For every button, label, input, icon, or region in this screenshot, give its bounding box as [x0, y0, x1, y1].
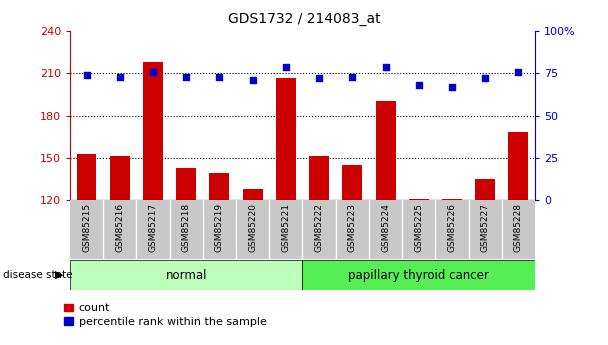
Bar	[209, 173, 229, 200]
Text: GSM85223: GSM85223	[348, 203, 357, 252]
Point	[447, 84, 457, 90]
Bar	[243, 189, 263, 200]
Point	[414, 82, 424, 88]
Point	[281, 64, 291, 69]
Bar	[309, 156, 329, 200]
Text: GSM85217: GSM85217	[148, 203, 157, 252]
Text: GSM85216: GSM85216	[116, 203, 124, 252]
Bar	[276, 78, 296, 200]
Bar	[176, 168, 196, 200]
Point	[480, 76, 490, 81]
Bar	[77, 154, 97, 200]
Bar	[442, 199, 462, 200]
Point	[347, 74, 357, 79]
Text: GDS1732 / 214083_at: GDS1732 / 214083_at	[227, 12, 381, 26]
Bar	[342, 165, 362, 200]
Text: normal: normal	[165, 269, 207, 282]
Point	[314, 76, 324, 81]
Point	[148, 69, 158, 75]
Bar	[143, 62, 163, 200]
Bar	[409, 199, 429, 200]
Bar	[302, 260, 535, 290]
Text: GSM85219: GSM85219	[215, 203, 224, 252]
Text: GSM85225: GSM85225	[414, 203, 423, 252]
Point	[381, 64, 390, 69]
Text: GSM85222: GSM85222	[314, 203, 323, 252]
Text: GSM85227: GSM85227	[481, 203, 489, 252]
Text: disease state: disease state	[3, 270, 72, 280]
Point	[115, 74, 125, 79]
Text: GSM85226: GSM85226	[447, 203, 457, 252]
Text: GSM85228: GSM85228	[514, 203, 523, 252]
Text: GSM85215: GSM85215	[82, 203, 91, 252]
Text: papillary thyroid cancer: papillary thyroid cancer	[348, 269, 489, 282]
Point	[81, 72, 91, 78]
Text: GSM85220: GSM85220	[248, 203, 257, 252]
Bar	[508, 132, 528, 200]
Bar	[475, 179, 495, 200]
Legend: count, percentile rank within the sample: count, percentile rank within the sample	[63, 302, 268, 328]
Point	[181, 74, 191, 79]
Text: GSM85224: GSM85224	[381, 203, 390, 252]
Point	[248, 77, 258, 83]
Bar	[110, 156, 130, 200]
Text: ▶: ▶	[55, 270, 64, 280]
Point	[215, 74, 224, 79]
Bar	[376, 101, 395, 200]
Point	[514, 69, 523, 75]
Text: GSM85218: GSM85218	[182, 203, 191, 252]
Bar	[70, 260, 302, 290]
Text: GSM85221: GSM85221	[282, 203, 291, 252]
